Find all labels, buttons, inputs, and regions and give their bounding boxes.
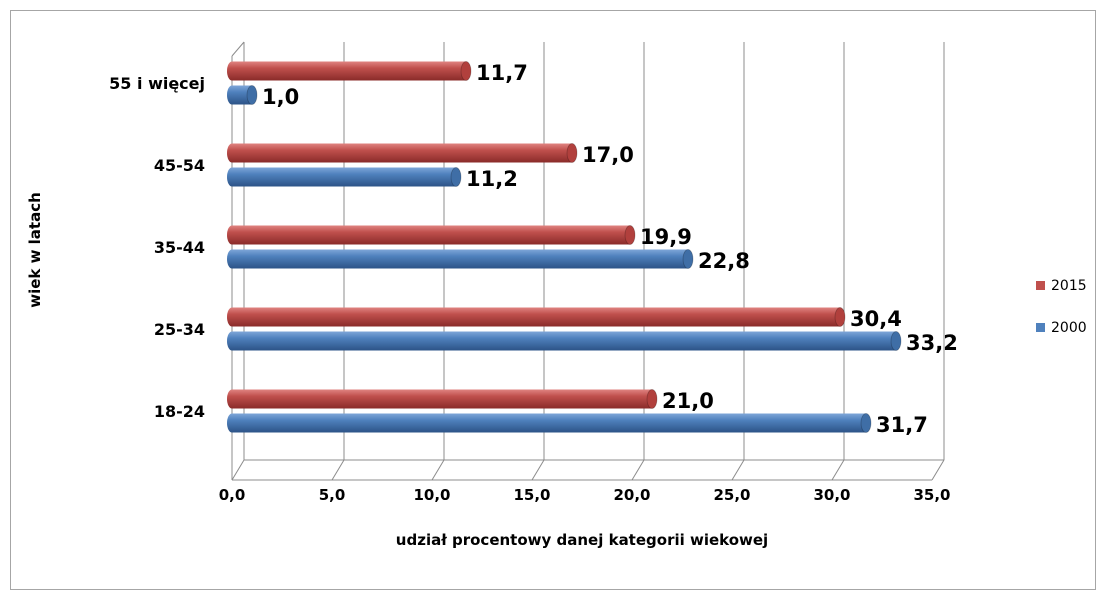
data-label: 21,0 [662,389,714,413]
wall-edge [231,41,245,57]
bar-2015 [227,307,846,327]
x-tick-label: 5,0 [319,486,346,504]
floor-line [631,459,645,481]
x-tick-label: 0,0 [219,486,246,504]
bar-2015 [227,61,472,81]
legend-label: 2015 [1051,278,1087,294]
floor-line [731,459,745,481]
bar-2015 [227,143,578,163]
data-label: 11,2 [466,167,518,191]
floor-line [231,459,245,481]
x-tick-label: 15,0 [513,486,550,504]
category-label: 18-24 [154,402,205,421]
data-label: 17,0 [582,143,634,167]
x-axis-title: udział procentowy danej kategorii wiekow… [396,531,768,549]
data-label: 19,9 [640,225,692,249]
data-label: 22,8 [698,249,750,273]
bar-2000 [227,167,462,187]
x-tick-label: 35,0 [913,486,950,504]
legend-swatch [1036,323,1045,332]
floor-line [831,459,845,481]
data-label: 11,7 [476,61,528,85]
bar-2015 [227,225,636,245]
x-tick-label: 25,0 [713,486,750,504]
bar-2000 [227,331,902,351]
x-tick-label: 20,0 [613,486,650,504]
bar-2000 [227,249,694,269]
data-label: 30,4 [850,307,902,331]
chart-frame [10,10,1096,590]
legend: 2015 2000 [1036,278,1087,336]
bar-2015 [227,389,658,409]
bar-2000 [227,413,872,433]
data-label: 1,0 [262,85,299,109]
floor-line [931,459,945,481]
floor-line [331,459,345,481]
data-label: 31,7 [876,413,928,437]
x-tick-label: 10,0 [413,486,450,504]
data-label: 33,2 [906,331,958,355]
floor-line [431,459,445,481]
category-label: 45-54 [154,156,205,175]
category-label: 25-34 [154,320,205,339]
y-axis-title: wiek w latach [26,192,44,308]
bar-2000 [227,85,258,105]
x-tick-label: 30,0 [813,486,850,504]
legend-swatch [1036,281,1045,290]
floor-line [531,459,545,481]
legend-label: 2000 [1051,320,1087,336]
category-label: 55 i więcej [109,74,205,93]
category-label: 35-44 [154,238,205,257]
